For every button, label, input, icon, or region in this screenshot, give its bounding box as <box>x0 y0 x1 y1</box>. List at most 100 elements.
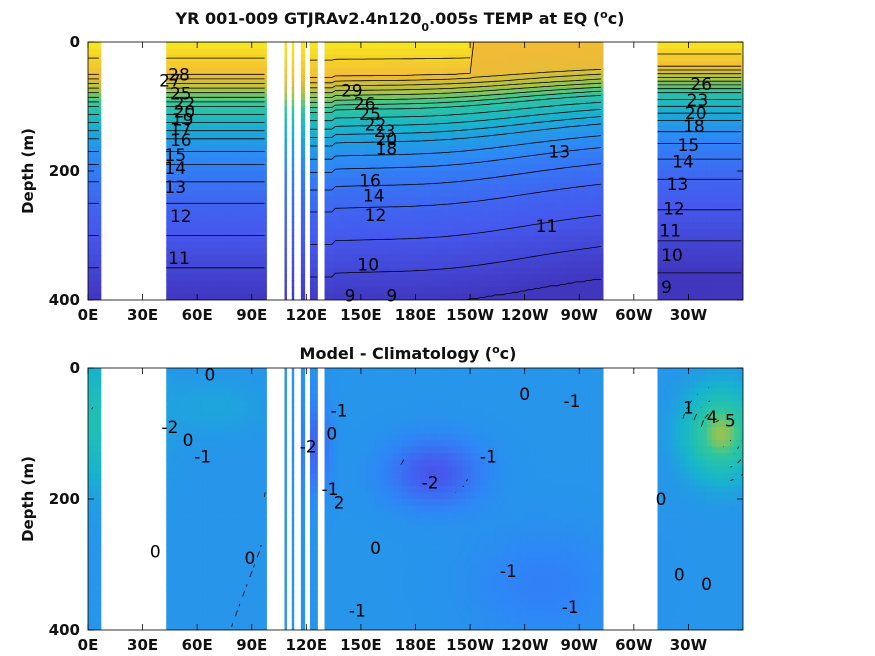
field-cell <box>252 74 258 82</box>
contour-line <box>324 109 602 130</box>
field-cell <box>484 209 490 217</box>
field-cell <box>429 216 435 224</box>
field-cell <box>342 171 348 179</box>
field-cell <box>693 274 699 282</box>
field-cell <box>96 216 102 224</box>
field-cell <box>96 400 102 408</box>
field-cell <box>516 151 522 159</box>
field-cell <box>706 61 713 69</box>
field-cell <box>561 229 567 237</box>
field-cell <box>388 42 394 50</box>
field-cell <box>170 138 176 146</box>
field-cell <box>593 261 599 269</box>
field-cell <box>657 87 663 95</box>
field-cell <box>166 616 172 625</box>
field-cell <box>211 106 217 114</box>
field-cell <box>184 394 190 402</box>
field-cell <box>88 459 93 467</box>
field-cell <box>479 183 485 191</box>
field-cell <box>675 138 681 146</box>
field-cell <box>193 293 199 300</box>
field-cell <box>365 100 371 108</box>
field-cell <box>575 293 581 300</box>
field-cell <box>702 248 708 256</box>
field-cell <box>516 138 522 146</box>
temperature-panel-title: YR 001-009 GTJRAv2.4n1200.005s TEMP at E… <box>175 8 625 34</box>
field-cell <box>561 183 567 191</box>
field-cell <box>488 248 494 256</box>
field-cell <box>716 183 722 191</box>
field-cell <box>520 280 526 288</box>
field-cell <box>475 241 481 249</box>
field-cell <box>534 209 540 217</box>
field-cell <box>184 407 190 415</box>
field-cell <box>392 248 399 256</box>
field-cell <box>96 518 102 526</box>
field-cell <box>475 222 481 230</box>
field-cell <box>252 177 258 185</box>
field-cell <box>424 293 431 300</box>
field-cell <box>566 274 572 282</box>
field-cell <box>580 190 586 198</box>
field-cell <box>520 145 526 153</box>
field-cell <box>720 100 726 108</box>
field-cell <box>734 190 740 198</box>
field-cell <box>484 248 490 256</box>
field-cell <box>443 42 449 50</box>
field-cell <box>666 177 672 185</box>
field-cell <box>552 177 558 185</box>
field-cell <box>520 100 526 108</box>
field-cell <box>291 100 295 108</box>
field-cell <box>211 222 217 230</box>
field-cell <box>397 125 403 133</box>
field-cell <box>593 235 599 243</box>
field-cell <box>729 67 735 75</box>
field-cell <box>239 177 245 185</box>
field-cell <box>229 164 236 172</box>
field-cell <box>679 235 686 243</box>
field-cell <box>92 216 98 224</box>
field-cell <box>175 74 181 82</box>
field-cell <box>257 216 263 224</box>
field-cell <box>697 100 704 108</box>
field-cell <box>488 274 494 282</box>
field-cell <box>324 274 330 282</box>
field-cell <box>202 190 208 198</box>
field-cell <box>552 235 558 243</box>
field-cell <box>356 229 362 237</box>
field-cell <box>543 254 549 262</box>
field-cell <box>193 525 199 533</box>
field-cell <box>243 241 249 249</box>
field-cell <box>415 248 421 256</box>
field-cell <box>529 125 536 133</box>
field-cell <box>88 235 93 243</box>
field-cell <box>552 42 558 50</box>
field-cell <box>166 248 172 256</box>
field-cell <box>420 132 426 140</box>
field-cell <box>193 74 199 82</box>
field-cell <box>324 209 330 217</box>
field-cell <box>447 287 453 295</box>
field-cell <box>539 42 545 50</box>
field-cell <box>706 48 713 56</box>
field-cell <box>179 368 186 376</box>
field-cell <box>424 164 431 172</box>
field-cell <box>461 235 467 243</box>
field-cell <box>356 67 362 75</box>
field-cell <box>347 229 353 237</box>
field-cell <box>552 274 558 282</box>
field-cell <box>220 61 226 69</box>
field-cell <box>720 203 726 211</box>
field-cell <box>239 196 245 204</box>
field-cell <box>193 254 199 262</box>
field-cell <box>397 287 403 295</box>
field-cell <box>534 203 540 211</box>
field-cell <box>329 151 335 159</box>
field-cell <box>220 138 226 146</box>
field-cell <box>202 106 208 114</box>
field-cell <box>470 196 476 204</box>
field-cell <box>193 112 199 120</box>
field-cell <box>593 119 599 127</box>
field-cell <box>534 125 540 133</box>
field-cell <box>479 190 485 198</box>
